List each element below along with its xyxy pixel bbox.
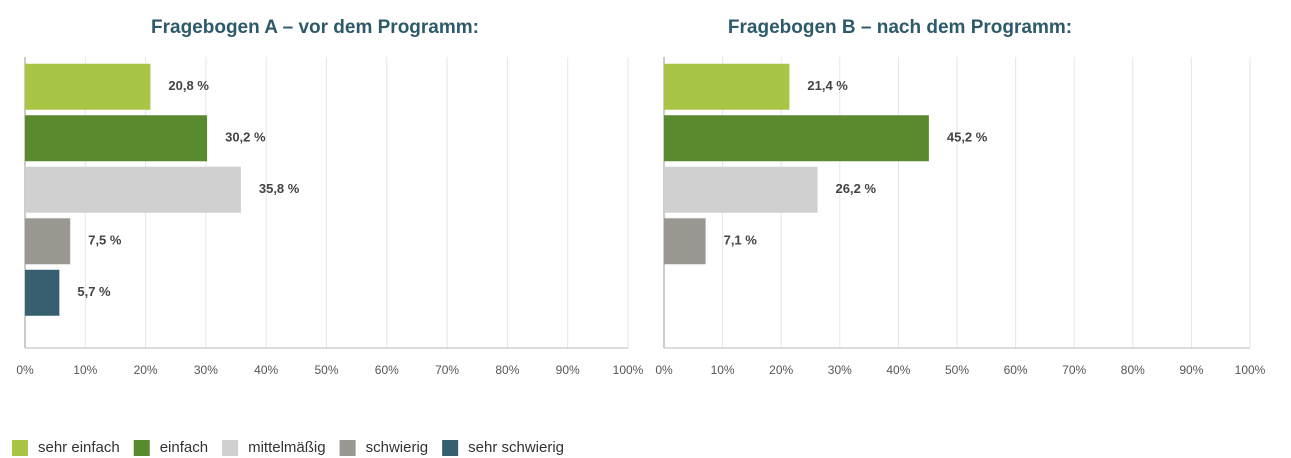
x-tick-label: 10%: [711, 363, 735, 377]
value-label: 5,7 %: [77, 284, 111, 299]
bar: [25, 218, 71, 265]
x-tick-label: 60%: [1004, 363, 1028, 377]
value-label: 20,8 %: [168, 78, 209, 93]
x-tick-label: 30%: [194, 363, 218, 377]
value-label: 45,2 %: [947, 130, 988, 145]
bar: [25, 269, 60, 316]
x-tick-label: 40%: [886, 363, 910, 377]
legend-label: sehr einfach: [38, 439, 120, 456]
bar: [664, 218, 706, 265]
x-tick-label: 100%: [1235, 363, 1266, 377]
x-tick-label: 80%: [1121, 363, 1145, 377]
legend-swatch: [12, 440, 28, 456]
bar: [25, 115, 208, 162]
legend-swatch: [442, 440, 459, 456]
x-tick-label: 10%: [73, 363, 97, 377]
legend-label: mittelmäßig: [248, 439, 326, 456]
value-label: 7,1 %: [724, 233, 758, 248]
bar: [664, 63, 790, 110]
x-tick-label: 70%: [1062, 363, 1086, 377]
x-tick-label: 80%: [495, 363, 519, 377]
bar: [664, 115, 929, 162]
x-tick-label: 20%: [769, 363, 793, 377]
value-label: 35,8 %: [259, 181, 300, 196]
bar: [664, 166, 818, 213]
x-tick-label: 0%: [655, 363, 673, 377]
legend-label: schwierig: [366, 439, 429, 456]
legend-swatch: [222, 440, 239, 456]
legend-label: sehr schwierig: [468, 439, 564, 456]
x-tick-label: 50%: [314, 363, 338, 377]
bar: [25, 166, 241, 213]
x-tick-label: 40%: [254, 363, 278, 377]
chart-title: Fragebogen B – nach dem Programm:: [728, 17, 1072, 38]
x-tick-label: 30%: [828, 363, 852, 377]
bar: [25, 63, 151, 110]
chart-title: Fragebogen A – vor dem Programm:: [151, 17, 479, 38]
x-tick-label: 100%: [613, 363, 644, 377]
legend-label: einfach: [160, 439, 208, 456]
legend-swatch: [133, 440, 150, 456]
value-label: 30,2 %: [225, 130, 266, 145]
x-tick-label: 90%: [556, 363, 580, 377]
x-tick-label: 50%: [945, 363, 969, 377]
x-tick-label: 90%: [1179, 363, 1203, 377]
x-tick-label: 20%: [134, 363, 158, 377]
value-label: 26,2 %: [836, 181, 877, 196]
x-tick-label: 0%: [16, 363, 34, 377]
legend-swatch: [339, 440, 356, 456]
x-tick-label: 60%: [375, 363, 399, 377]
value-label: 21,4 %: [807, 78, 848, 93]
x-tick-label: 70%: [435, 363, 459, 377]
value-label: 7,5 %: [88, 233, 122, 248]
